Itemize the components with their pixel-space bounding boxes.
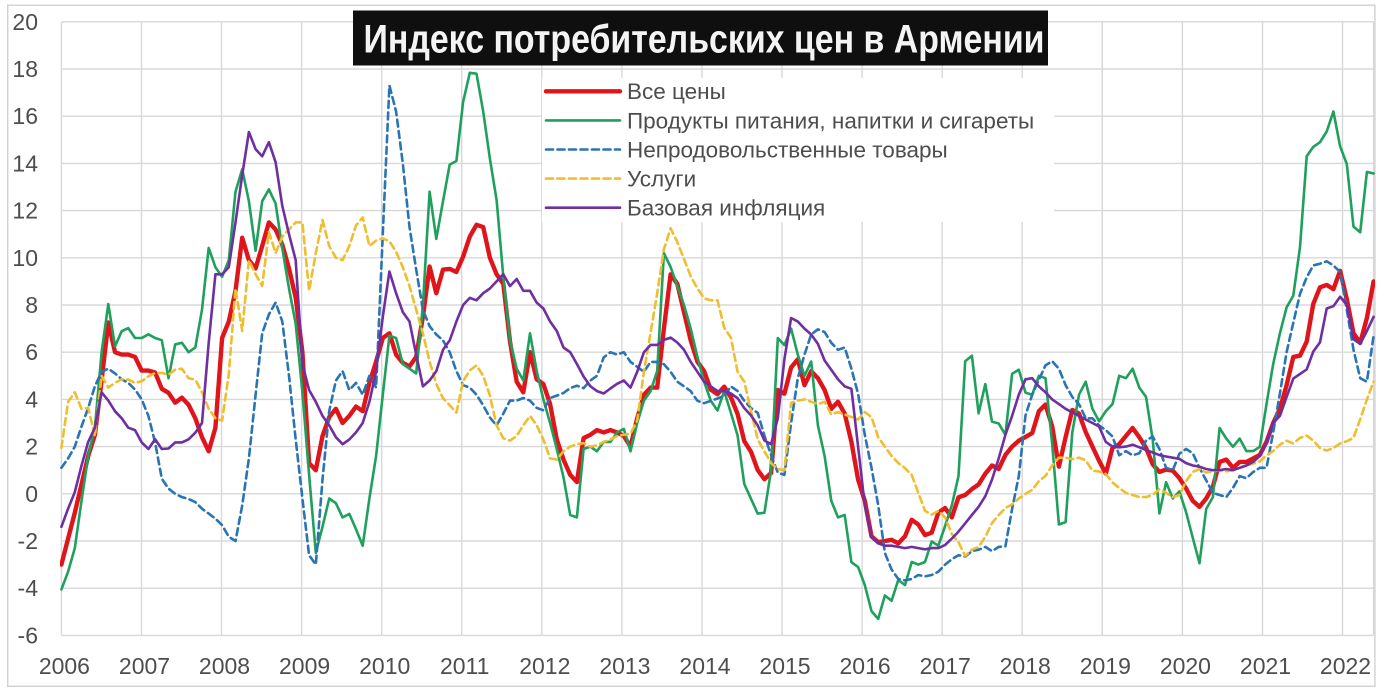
svg-text:2009: 2009	[279, 653, 330, 679]
svg-text:Продукты питания, напитки и си: Продукты питания, напитки и сигареты	[627, 108, 1034, 133]
svg-text:2012: 2012	[519, 653, 570, 679]
svg-text:2017: 2017	[920, 653, 971, 679]
svg-text:-4: -4	[18, 575, 39, 601]
svg-text:2021: 2021	[1240, 653, 1291, 679]
svg-text:Непродовольственные товары: Непродовольственные товары	[627, 137, 948, 162]
svg-text:2: 2	[25, 434, 38, 460]
svg-text:10: 10	[12, 245, 38, 271]
svg-text:Базовая инфляция: Базовая инфляция	[627, 196, 825, 221]
svg-text:2006: 2006	[39, 653, 90, 679]
svg-text:Все цены: Все цены	[627, 79, 726, 104]
svg-text:Индекс потребительских цен в А: Индекс потребительских цен в Армении	[364, 18, 1045, 62]
svg-text:16: 16	[12, 103, 38, 129]
svg-text:Услуги: Услуги	[627, 167, 696, 192]
svg-text:2007: 2007	[119, 653, 170, 679]
svg-text:2019: 2019	[1080, 653, 1131, 679]
svg-text:14: 14	[12, 150, 38, 176]
svg-text:0: 0	[25, 481, 38, 507]
svg-text:8: 8	[25, 292, 38, 318]
svg-text:2022: 2022	[1320, 653, 1371, 679]
svg-text:2018: 2018	[1000, 653, 1051, 679]
svg-text:-2: -2	[18, 528, 38, 554]
svg-text:2014: 2014	[679, 653, 730, 679]
svg-text:4: 4	[25, 386, 38, 412]
svg-text:-6: -6	[18, 622, 38, 648]
svg-text:2011: 2011	[440, 653, 489, 679]
svg-text:20: 20	[12, 9, 38, 35]
svg-text:6: 6	[25, 339, 38, 365]
svg-text:12: 12	[12, 198, 38, 224]
svg-text:2015: 2015	[759, 653, 810, 679]
svg-text:2008: 2008	[199, 653, 250, 679]
svg-text:2020: 2020	[1160, 653, 1211, 679]
svg-text:2010: 2010	[359, 653, 410, 679]
svg-text:18: 18	[12, 56, 38, 82]
svg-text:2016: 2016	[840, 653, 891, 679]
svg-text:2013: 2013	[599, 653, 650, 679]
